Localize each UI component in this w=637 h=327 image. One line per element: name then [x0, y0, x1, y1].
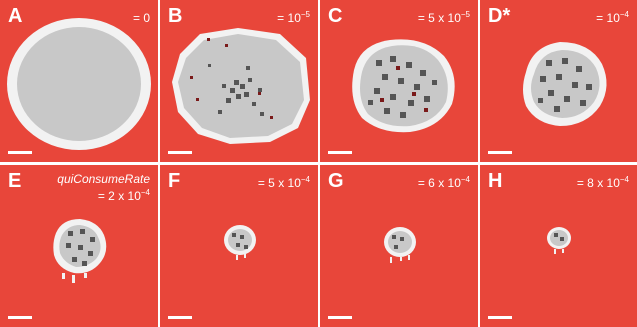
colony-e	[53, 219, 107, 283]
scale-bar	[488, 316, 512, 319]
panel-c: C = 5 x 10−5	[320, 0, 478, 162]
panel-value: = 10−5	[277, 10, 310, 25]
colony-h	[547, 227, 571, 254]
colony-g	[384, 227, 416, 263]
panel-e: E quiConsumeRate = 2 x 10−4	[0, 165, 158, 327]
colony-b	[172, 28, 310, 144]
panel-b: B = 10−5	[160, 0, 318, 162]
panel-letter: G	[328, 170, 344, 192]
colony-f	[224, 225, 256, 260]
panel-value: quiConsumeRate = 2 x 10−4	[57, 172, 150, 203]
panel-g: G = 6 x 10−4	[320, 165, 478, 327]
colony-a	[7, 18, 151, 150]
scale-bar	[488, 151, 512, 154]
scale-bar	[328, 151, 352, 154]
panel-value: = 8 x 10−4	[576, 175, 629, 190]
scale-bar	[8, 151, 32, 154]
panel-value: = 0	[132, 11, 150, 25]
scale-bar	[8, 316, 32, 319]
panel-letter: E	[8, 170, 22, 192]
panel-d: D* = 10−4	[480, 0, 637, 162]
panel-value: = 5 x 10−5	[417, 10, 470, 25]
panel-f: F = 5 x 10−4	[160, 165, 318, 327]
panel-letter: A	[8, 5, 23, 27]
panel-letter: F	[168, 170, 181, 192]
panel-value: = 10−4	[596, 10, 629, 25]
scale-bar	[168, 316, 192, 319]
parameter-name: quiConsumeRate	[57, 172, 150, 186]
scale-bar	[168, 151, 192, 154]
panel-value: = 6 x 10−4	[417, 175, 470, 190]
panel-a: A = 0	[0, 0, 158, 162]
panel-letter: C	[328, 5, 343, 27]
panel-h: H = 8 x 10−4	[480, 165, 637, 327]
panel-value: = 5 x 10−4	[257, 175, 310, 190]
scale-bar	[328, 316, 352, 319]
panel-letter: D*	[488, 5, 511, 27]
panel-letter: H	[488, 170, 503, 192]
panel-letter: B	[168, 5, 183, 27]
colony-d	[523, 42, 607, 126]
colony-c	[352, 39, 455, 133]
